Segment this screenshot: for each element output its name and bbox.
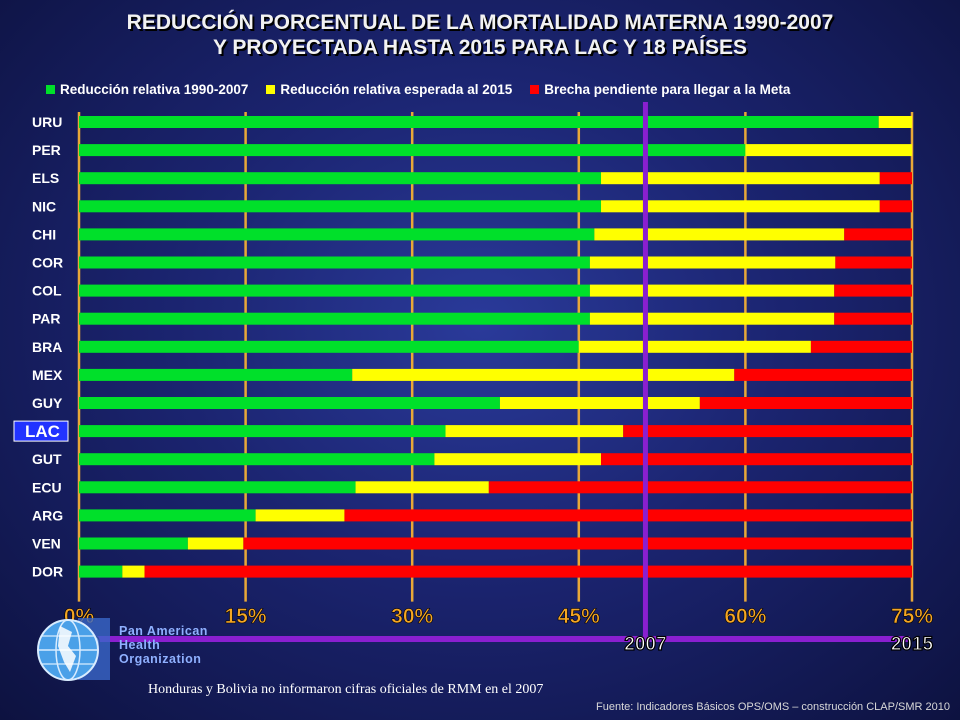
bar-guy-series-1: [79, 397, 500, 409]
bar-ven-series-2: [187, 537, 244, 550]
bar-arg-series-3: [344, 509, 912, 522]
category-label: DOR: [32, 564, 63, 580]
legend-label-green: Reducción relativa 1990-2007: [60, 81, 249, 97]
bar-dor-series-3: [144, 565, 913, 578]
bar-cor-series-2: [589, 256, 836, 269]
category-label: URU: [32, 114, 62, 130]
bar-per-series-2: [745, 144, 912, 157]
x-tick-label: 60%: [724, 605, 766, 628]
bar-uru-series-2: [878, 116, 912, 128]
bar-cor-series-1: [79, 256, 590, 269]
bar-mex-series-2: [352, 368, 735, 381]
bar-bra-series-2: [578, 340, 811, 353]
org-line-2: Health: [119, 638, 161, 652]
title-line-2: Y PROYECTADA HASTA 2015 PARA LAC Y 18 PA…: [212, 36, 748, 59]
bar-uru-series-1: [79, 116, 879, 128]
paho-globe-logo: [37, 618, 110, 681]
x-tick-label: 30%: [391, 605, 433, 628]
category-label: NIC: [32, 198, 56, 214]
category-label: GUT: [32, 451, 62, 467]
bar-par-series-3: [834, 312, 912, 325]
year-label: 2015: [891, 634, 934, 655]
bar-cor-series-3: [835, 256, 912, 269]
org-line-3: Organization: [119, 652, 202, 666]
bar-chi-series-2: [594, 228, 845, 241]
bar-dor-series-2: [122, 565, 145, 578]
bar-mex-series-1: [79, 368, 353, 381]
bar-els-series-3: [879, 172, 912, 185]
footnote: Honduras y Bolivia no informaron cifras …: [148, 682, 544, 697]
category-label: ELS: [32, 170, 59, 186]
bar-arg-series-2: [255, 509, 345, 522]
category-label: BRA: [32, 339, 62, 355]
bar-nic-series-1: [79, 200, 602, 213]
legend-label-red: Brecha pendiente para llegar a la Meta: [544, 81, 791, 97]
category-label: MEX: [32, 367, 63, 383]
bar-chi-series-3: [844, 228, 912, 241]
category-label: ECU: [32, 479, 62, 495]
legend-item-green: Reducción relativa 1990-2007: [46, 82, 248, 97]
x-tick-label: 15%: [225, 605, 267, 628]
org-line-1: Pan American: [119, 624, 208, 638]
source-citation: Fuente: Indicadores Básicos OPS/OMS – co…: [596, 701, 950, 713]
bar-col-series-2: [589, 284, 835, 297]
legend-swatch-green: [46, 84, 55, 94]
bar-par-series-1: [79, 312, 590, 325]
bar-lac-series-1: [79, 425, 446, 438]
bar-els-series-2: [601, 172, 880, 185]
category-label: CHI: [32, 226, 56, 242]
category-highlight-box: [13, 420, 69, 442]
bar-guy-series-3: [699, 397, 912, 409]
bar-nic-series-3: [879, 200, 912, 213]
legend-swatch-yellow: [266, 84, 276, 94]
bar-par-series-2: [589, 312, 835, 325]
bar-ecu-series-1: [79, 481, 356, 494]
x-tick-label: 75%: [891, 605, 933, 628]
bar-dor-series-1: [79, 565, 123, 578]
x-tick-label: 45%: [558, 605, 600, 628]
category-label: VEN: [32, 536, 61, 552]
bar-col-series-1: [79, 284, 590, 297]
year-label: 2007: [624, 634, 666, 655]
title-line-1: REDUCCIÓN PORCENTUAL DE LA MORTALIDAD MA…: [126, 11, 834, 34]
category-label: GUY: [32, 395, 63, 411]
bar-ecu-series-2: [355, 481, 489, 494]
bar-mex-series-3: [734, 368, 912, 381]
organization-name: Pan American Health Organization: [119, 624, 208, 666]
bar-gut-series-1: [79, 453, 435, 466]
bar-col-series-3: [834, 284, 912, 297]
category-label: PAR: [32, 311, 61, 327]
bar-ven-series-1: [79, 537, 188, 550]
bar-bra-series-1: [79, 340, 579, 353]
bar-guy-series-2: [499, 397, 700, 409]
legend: Reducción relativa 1990-2007 Reducción r…: [46, 80, 808, 98]
category-label: ARG: [32, 507, 63, 523]
category-label: LAC: [25, 422, 60, 441]
category-label: COR: [32, 255, 63, 271]
bar-lac-series-2: [445, 425, 624, 438]
category-label: PER: [32, 142, 61, 158]
category-label: COL: [32, 283, 62, 299]
chart-title: REDUCCIÓN PORCENTUAL DE LA MORTALIDAD MA…: [0, 10, 960, 60]
bar-ecu-series-3: [488, 481, 912, 494]
bar-ven-series-3: [243, 537, 912, 550]
bar-gut-series-3: [601, 453, 912, 466]
legend-item-red: Brecha pendiente para llegar a la Meta: [530, 82, 790, 97]
bar-nic-series-2: [601, 200, 880, 213]
bar-bra-series-3: [810, 340, 912, 353]
bar-lac-series-3: [623, 425, 912, 438]
bar-els-series-1: [79, 172, 602, 185]
legend-swatch-red: [530, 84, 540, 94]
legend-item-yellow: Reducción relativa esperada al 2015: [266, 82, 512, 97]
bar-chi-series-1: [79, 228, 595, 241]
legend-label-yellow: Reducción relativa esperada al 2015: [280, 81, 513, 97]
bar-gut-series-2: [434, 453, 602, 466]
bar-arg-series-1: [79, 509, 256, 522]
bar-per-series-1: [79, 144, 746, 157]
timeline-bar: [81, 636, 910, 642]
